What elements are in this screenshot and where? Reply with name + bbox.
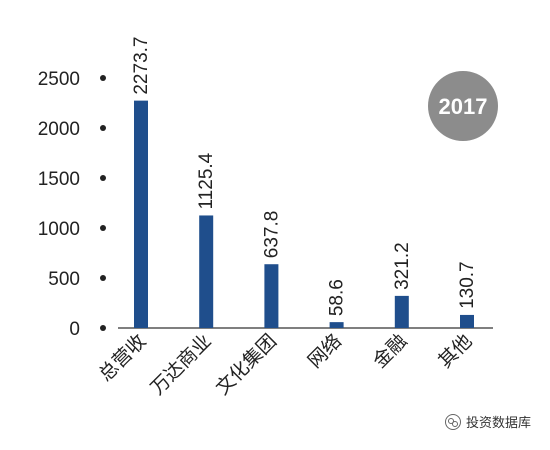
bar bbox=[264, 264, 279, 328]
bars-group: 2273.7 总营收 1125.4 万达商业 637.8 文化集团 58.6 网络 321.2 金… bbox=[95, 37, 478, 400]
bar-value-label: 130.7 bbox=[457, 261, 478, 309]
watermark-text: 投资数据库 bbox=[466, 416, 532, 431]
bar bbox=[199, 215, 214, 328]
bar bbox=[329, 322, 344, 328]
bar-value-label: 637.8 bbox=[261, 211, 282, 259]
y-tick-dot bbox=[100, 325, 106, 331]
category-label: 文化集团 bbox=[212, 330, 281, 399]
y-tick-dot bbox=[100, 225, 106, 231]
year-badge-circle bbox=[428, 71, 498, 141]
y-tick-dot bbox=[100, 275, 106, 281]
watermark: 投资数据库 bbox=[445, 412, 531, 431]
category-label: 金融 bbox=[369, 330, 411, 372]
year-badge-text: 2017 bbox=[439, 94, 488, 119]
y-tick-label: 2000 bbox=[38, 119, 80, 140]
bar-value-label: 2273.7 bbox=[131, 37, 152, 95]
y-tick-label: 0 bbox=[69, 319, 80, 340]
bar bbox=[394, 295, 409, 328]
year-badge: 2017 bbox=[428, 71, 498, 141]
category-label: 其他 bbox=[434, 330, 476, 372]
y-tick-label: 2500 bbox=[38, 69, 80, 90]
bar-value-label: 321.2 bbox=[392, 242, 413, 290]
y-tick-dot bbox=[100, 75, 106, 81]
y-tick-label: 1000 bbox=[38, 219, 80, 240]
wechat-icon bbox=[445, 413, 461, 430]
y-tick-label: 500 bbox=[48, 269, 80, 290]
bar-value-label: 58.6 bbox=[327, 279, 348, 316]
category-label: 万达商业 bbox=[146, 330, 215, 399]
category-label: 网络 bbox=[304, 330, 346, 372]
y-axis: 0 500 1000 1500 2000 2500 bbox=[38, 69, 106, 340]
bar-value-label: 1125.4 bbox=[196, 152, 217, 209]
y-tick-dot bbox=[100, 125, 106, 131]
category-label: 总营收 bbox=[95, 330, 151, 386]
bar bbox=[460, 314, 474, 328]
y-tick-dot bbox=[100, 175, 106, 181]
y-tick-label: 1500 bbox=[38, 169, 80, 190]
bar bbox=[134, 100, 148, 328]
